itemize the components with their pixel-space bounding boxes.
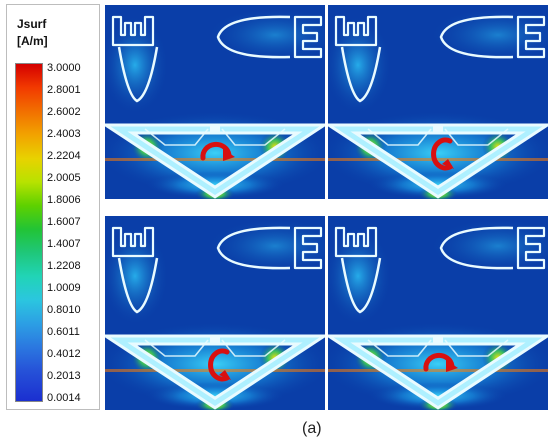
legend-tick-label: 0.0014 (47, 392, 81, 404)
legend-tick-label: 1.8006 (47, 194, 81, 206)
legend-tick-label: 0.8010 (47, 304, 81, 316)
field-panel-bottom-left (105, 216, 325, 410)
field-panel-top-right (328, 5, 548, 199)
legend-color-bar (15, 63, 43, 402)
legend-tick-label: 1.0009 (47, 282, 81, 294)
legend-tick-label: 2.6002 (47, 106, 81, 118)
colorbar-legend: Jsurf [A/m] 3.0000 2.8001 2.6002 2.4003 2.22… (6, 4, 100, 410)
legend-tick-label: 1.4007 (47, 238, 81, 250)
legend-tick-label: 0.2013 (47, 370, 81, 382)
legend-tick-label: 1.6007 (47, 216, 81, 228)
legend-tick-label: 0.6011 (47, 326, 80, 338)
field-panel-top-left (105, 5, 325, 199)
legend-tick-label: 3.0000 (47, 62, 81, 74)
figure-caption: (a) (302, 420, 322, 437)
legend-tick-label: 1.2208 (47, 260, 81, 272)
legend-tick-label: 2.4003 (47, 128, 81, 140)
legend-tick-label: 2.8001 (47, 84, 81, 96)
field-panel-bottom-right (328, 216, 548, 410)
legend-tick-label: 2.2204 (47, 150, 81, 162)
legend-unit: [A/m] (17, 34, 48, 48)
legend-tick-label: 2.0005 (47, 172, 81, 184)
legend-tick-label: 0.4012 (47, 348, 81, 360)
legend-title: Jsurf (17, 17, 47, 31)
